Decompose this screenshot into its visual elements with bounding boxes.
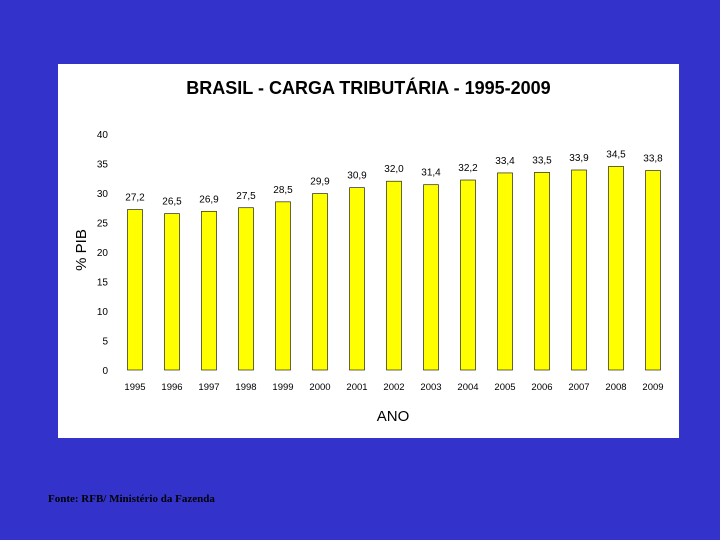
bar-1997 [201, 210, 217, 371]
data-label: 32,2 [458, 163, 478, 174]
x-axis-label: ANO [377, 408, 410, 425]
x-tick-label: 1999 [272, 382, 293, 393]
data-label: 26,5 [162, 197, 182, 208]
bar-1998 [238, 207, 254, 371]
bar-2007 [571, 169, 587, 371]
bar-2001 [349, 187, 365, 371]
data-label: 27,5 [236, 191, 256, 202]
data-label: 31,4 [421, 168, 441, 179]
x-tick-label: 2005 [494, 382, 515, 393]
x-tick-label: 2001 [346, 382, 367, 393]
bar-1996 [164, 213, 180, 371]
data-label: 27,2 [125, 193, 145, 204]
bar-2003 [423, 184, 439, 371]
data-label: 33,5 [532, 155, 552, 166]
bar-2009 [645, 170, 661, 371]
bar-2004 [460, 179, 476, 371]
data-label: 33,9 [569, 153, 589, 164]
x-tick-label: 2003 [420, 382, 441, 393]
data-label: 32,0 [384, 164, 404, 175]
y-tick-label: 15 [97, 278, 109, 289]
bar-chart: 0 5 10 15 20 25 30 35 40 % PIB 27,2 1995 26,5 1996 26,… [73, 130, 664, 425]
x-tick-label: 2009 [642, 382, 663, 393]
x-tick-label: 2004 [457, 382, 478, 393]
x-tick-label: 1996 [161, 382, 182, 393]
bar-2002 [386, 180, 402, 371]
data-label: 33,8 [643, 154, 663, 165]
y-tick-label: 35 [97, 160, 109, 171]
y-tick-label: 25 [97, 219, 109, 230]
data-label: 34,5 [606, 149, 626, 160]
bar-1999 [275, 201, 291, 371]
x-tick-label: 2002 [383, 382, 404, 393]
bar-2008 [608, 166, 624, 371]
x-tick-label: 1995 [124, 382, 145, 393]
bar-2000 [312, 193, 328, 371]
y-tick-label: 10 [97, 307, 109, 318]
bar-1995 [127, 209, 143, 371]
y-tick-label: 40 [97, 130, 109, 141]
bar-2005 [497, 172, 513, 371]
y-axis-label: % PIB [73, 229, 90, 271]
x-tick-label: 2007 [568, 382, 589, 393]
y-tick-label: 30 [97, 189, 109, 200]
y-tick-label: 0 [102, 366, 108, 377]
data-label: 26,9 [199, 194, 219, 205]
data-label: 29,9 [310, 177, 330, 188]
chart-title: BRASIL - CARGA TRIBUTÁRIA - 1995-2009 [186, 78, 551, 98]
data-label: 28,5 [273, 185, 293, 196]
y-tick-label: 5 [102, 337, 108, 348]
x-tick-label: 1998 [235, 382, 256, 393]
x-tick-label: 2000 [309, 382, 330, 393]
x-tick-label: 2008 [605, 382, 626, 393]
source-note: Fonte: RFB/ Ministério da Fazenda [48, 493, 215, 505]
bar-2006 [534, 172, 550, 371]
data-label: 30,9 [347, 171, 367, 182]
x-tick-label: 2006 [531, 382, 552, 393]
data-label: 33,4 [495, 156, 515, 167]
y-tick-label: 20 [97, 248, 109, 259]
chart-panel: BRASIL - CARGA TRIBUTÁRIA - 1995-2009 0 5… [58, 64, 679, 438]
x-tick-label: 1997 [198, 382, 219, 393]
